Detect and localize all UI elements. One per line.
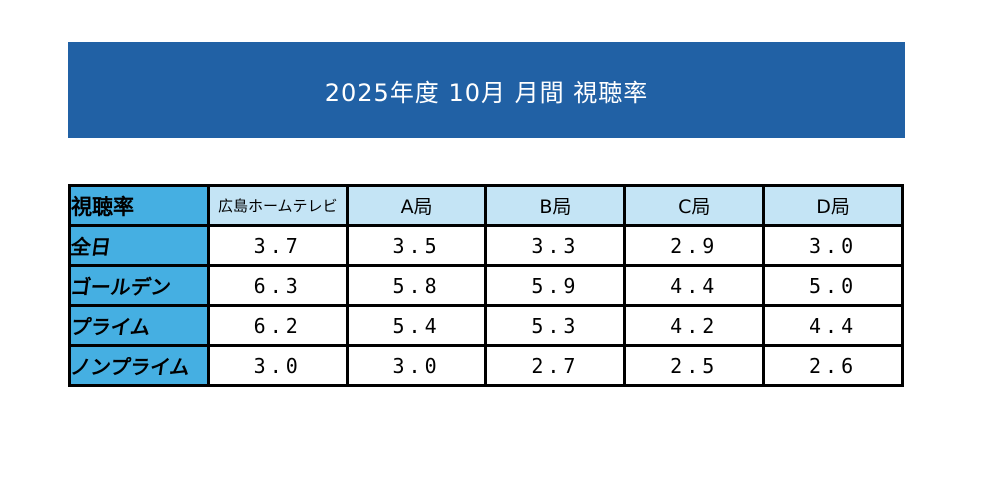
value-cell: 2.7: [484, 344, 627, 387]
column-header-station-a: A局: [345, 184, 488, 227]
column-header-station-b: B局: [484, 184, 627, 227]
value-cell: 3.0: [345, 344, 488, 387]
value-cell: 3.0: [206, 344, 349, 387]
table-row-prime: プライム 6.2 5.4 5.3 4.2 4.4: [68, 304, 904, 347]
table-row-nonprime: ノンプライム 3.0 3.0 2.7 2.5 2.6: [68, 344, 904, 387]
row-label-golden: ゴールデン: [68, 264, 210, 307]
title-banner: 2025年度 10月 月間 視聴率: [68, 42, 905, 138]
table-row-golden: ゴールデン 6.3 5.8 5.9 4.4 5.0: [68, 264, 904, 307]
value-cell: 2.5: [623, 344, 766, 387]
value-cell: 5.3: [484, 304, 627, 347]
column-header-hiroshima-home-tv: 広島ホームテレビ: [206, 184, 349, 227]
value-cell: 3.0: [762, 224, 904, 267]
value-cell: 5.9: [484, 264, 627, 307]
corner-header-ratings: 視聴率: [68, 184, 210, 227]
table-row-zennichi: 全日 3.7 3.5 3.3 2.9 3.0: [68, 224, 904, 267]
value-cell: 2.6: [762, 344, 904, 387]
column-header-station-c: C局: [623, 184, 766, 227]
column-header-station-d: D局: [762, 184, 904, 227]
row-label-zennichi: 全日: [68, 224, 210, 267]
value-cell: 6.3: [206, 264, 349, 307]
row-label-prime: プライム: [68, 304, 210, 347]
value-cell: 4.2: [623, 304, 766, 347]
table-header-row: 視聴率 広島ホームテレビ A局 B局 C局 D局: [68, 184, 904, 227]
value-cell: 6.2: [206, 304, 349, 347]
value-cell: 5.0: [762, 264, 904, 307]
value-cell: 4.4: [623, 264, 766, 307]
value-cell: 5.4: [345, 304, 488, 347]
value-cell: 5.8: [345, 264, 488, 307]
value-cell: 4.4: [762, 304, 904, 347]
ratings-table: 視聴率 広島ホームテレビ A局 B局 C局 D局 全日 3.7 3.5 3.3 …: [68, 184, 904, 387]
row-label-nonprime: ノンプライム: [68, 344, 210, 387]
value-cell: 3.3: [484, 224, 627, 267]
page-title: 2025年度 10月 月間 視聴率: [324, 78, 649, 107]
value-cell: 3.7: [206, 224, 349, 267]
value-cell: 3.5: [345, 224, 488, 267]
value-cell: 2.9: [623, 224, 766, 267]
